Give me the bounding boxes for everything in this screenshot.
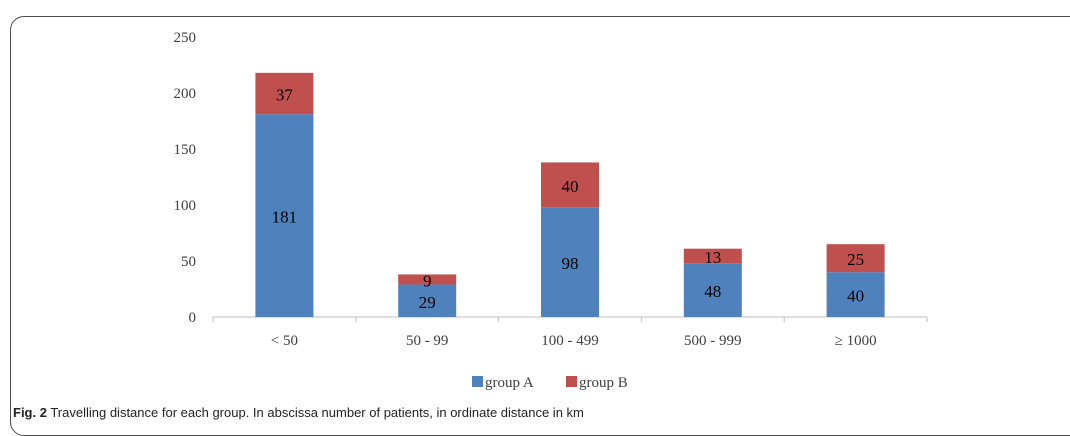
y-tick-label: 50 bbox=[181, 254, 196, 270]
bar-group-b bbox=[683, 248, 742, 264]
legend-swatch bbox=[566, 376, 577, 387]
legend-label: group A bbox=[485, 375, 534, 391]
bar-group-b bbox=[398, 274, 457, 285]
caption-text: Travelling distance for each group. In a… bbox=[50, 405, 584, 420]
y-tick-label: 0 bbox=[189, 310, 197, 326]
bar-group-b bbox=[826, 244, 885, 273]
y-tick-label: 150 bbox=[174, 142, 197, 158]
data-label: 29 bbox=[419, 293, 436, 312]
x-tick-label: 100 - 499 bbox=[541, 333, 599, 349]
bar-group-a bbox=[826, 272, 885, 317]
legend-swatch bbox=[472, 376, 483, 387]
y-tick-label: 250 bbox=[174, 30, 197, 46]
data-label: 40 bbox=[562, 177, 579, 196]
bar-group-a bbox=[541, 207, 599, 317]
x-tick-label: ≥ 1000 bbox=[835, 333, 877, 349]
bar-group-a bbox=[255, 114, 314, 317]
data-label: 37 bbox=[276, 86, 294, 105]
x-tick-label: 500 - 999 bbox=[684, 333, 742, 349]
bar-group-a bbox=[683, 263, 742, 317]
data-label: 25 bbox=[847, 250, 864, 269]
data-label: 48 bbox=[704, 282, 721, 301]
x-tick-label: < 50 bbox=[271, 333, 298, 349]
data-label: 9 bbox=[423, 271, 432, 290]
figure-caption: Fig. 2 Travelling distance for each grou… bbox=[13, 405, 584, 420]
legend-label: group B bbox=[579, 375, 628, 391]
data-label: 181 bbox=[272, 208, 298, 227]
stacked-bar-chart: 0 50 100 150 200 250 181 37 < 50 29 9 50 - 99 98 40 10… bbox=[174, 30, 928, 391]
data-label: 13 bbox=[704, 248, 721, 267]
caption-label: Fig. 2 bbox=[13, 405, 47, 420]
bar-group-a bbox=[398, 284, 457, 317]
bar-group-b bbox=[255, 72, 314, 115]
x-tick-label: 50 - 99 bbox=[406, 333, 449, 349]
y-tick-label: 100 bbox=[174, 198, 197, 214]
data-label: 40 bbox=[847, 287, 864, 306]
y-tick-label: 200 bbox=[174, 86, 197, 102]
data-label: 98 bbox=[562, 254, 579, 273]
bar-group-b bbox=[541, 162, 599, 208]
